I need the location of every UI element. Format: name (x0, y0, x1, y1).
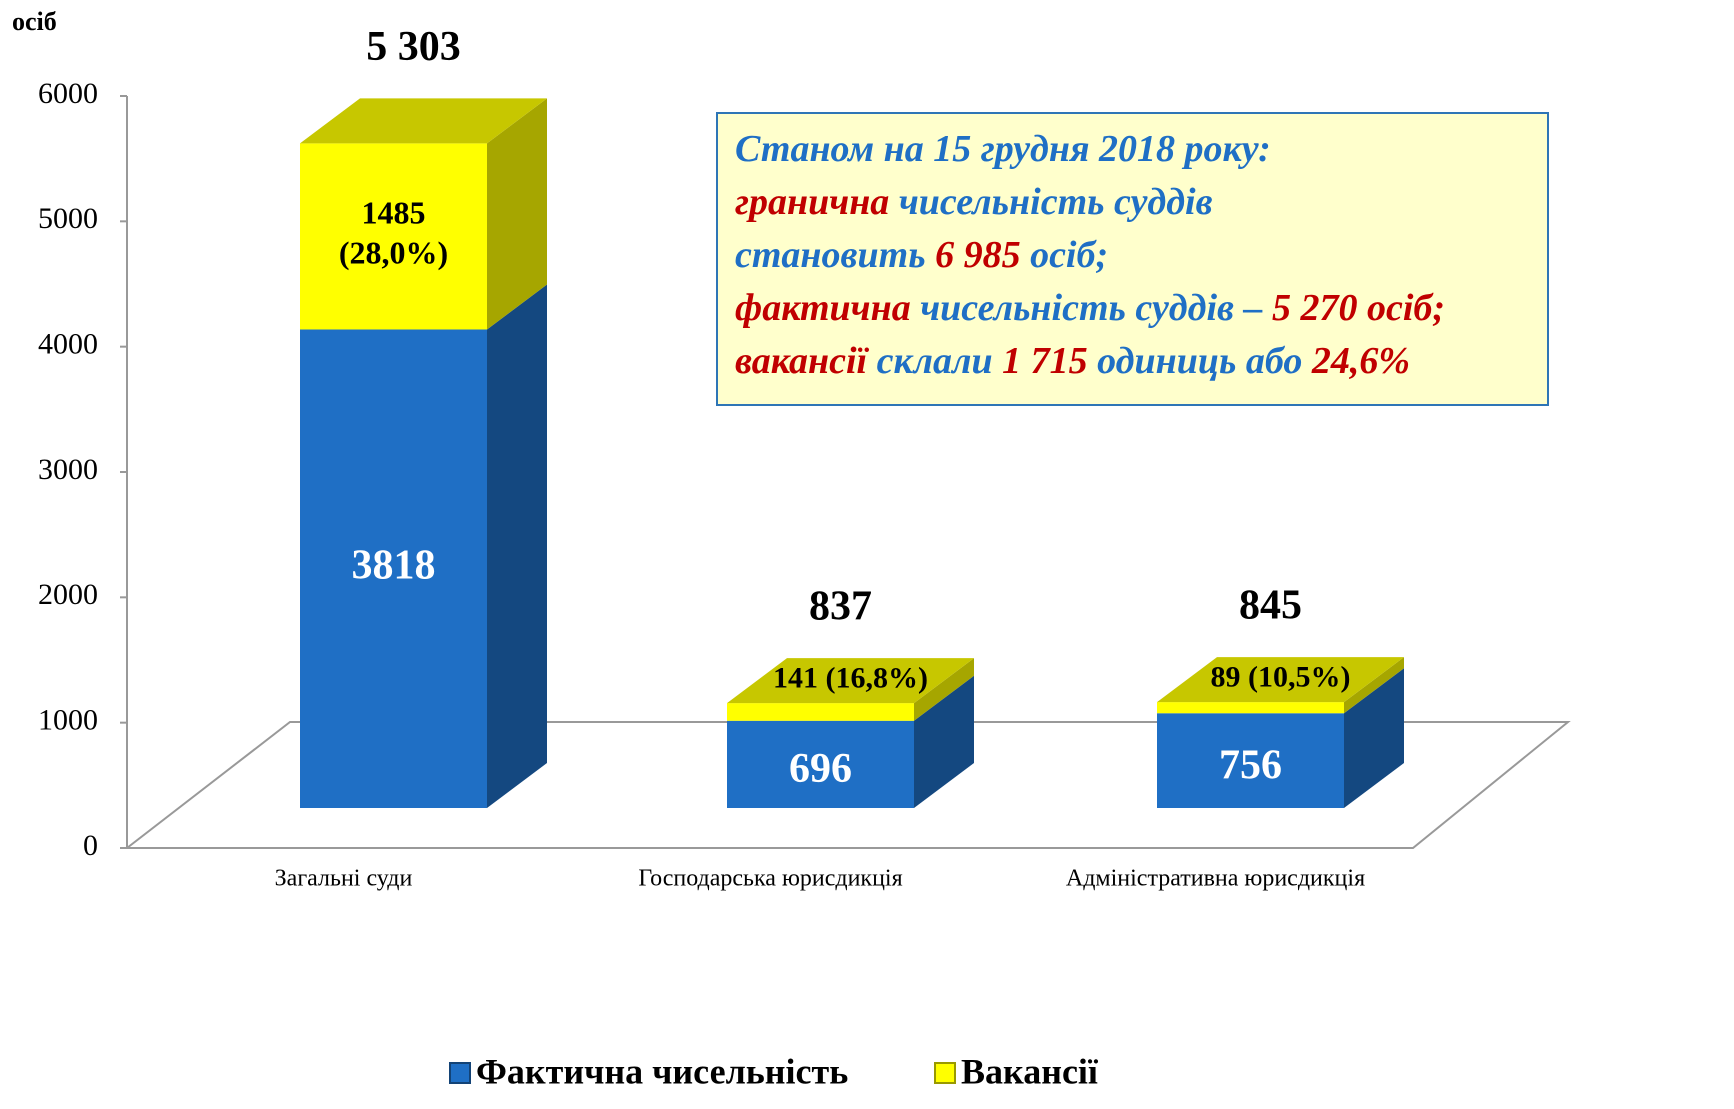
bar-side (914, 658, 974, 721)
bar-side (914, 675, 974, 808)
bar (1157, 702, 1344, 714)
annotation-text: 6 985 (935, 234, 1021, 276)
data-label: 141 (16,8%) (773, 661, 928, 694)
data-label: 756 (1219, 742, 1282, 788)
data-label: 696 (789, 746, 852, 792)
bar-side (487, 98, 547, 330)
y-tick-label: 3000 (38, 453, 98, 486)
total-label: 845 (1239, 583, 1302, 629)
annotation-box (716, 112, 1549, 406)
annotation-text: фактична (735, 287, 911, 329)
y-tick-label: 5000 (38, 202, 98, 235)
y-tick-label: 0 (83, 829, 98, 862)
annotation-text: чисельність суддів – (911, 287, 1272, 329)
legend-swatch (449, 1062, 471, 1084)
annotation-line: становить 6 985 осіб; (735, 234, 1108, 276)
annotation-line: гранична чисельність суддів (735, 181, 1213, 223)
legend-label: Фактична чисельність (476, 1051, 848, 1091)
annotation-line: фактична чисельність суддів – 5 270 осіб… (735, 287, 1445, 329)
annotation-text: склали (867, 340, 1002, 382)
annotation-text: осіб; (1021, 234, 1109, 276)
x-tick-label: Господарська юрисдикція (638, 866, 902, 892)
bar (300, 143, 487, 330)
total-label: 837 (809, 584, 872, 630)
bar (300, 329, 487, 808)
annotation-text: 5 270 осіб; (1272, 287, 1445, 329)
y-axis-label: осіб (12, 7, 57, 36)
bar-top (300, 98, 547, 144)
annotation-text: гранична (735, 181, 889, 223)
x-tick-label: Адміністративна юрисдикція (1066, 866, 1365, 892)
annotation-text: становить (735, 234, 935, 276)
total-label: 5 303 (366, 24, 461, 70)
data-label: 3818 (352, 542, 436, 588)
annotation-text: 1 715 (1002, 340, 1088, 382)
bar-top (727, 658, 974, 704)
y-tick-label: 4000 (38, 328, 98, 361)
annotation-line: Станом на 15 грудня 2018 року: (735, 128, 1271, 170)
annotation-line: вакансії склали 1 715 одиниць або 24,6% (735, 340, 1410, 382)
annotation-text: вакансії (735, 340, 870, 382)
annotation-text: одиниць або (1088, 340, 1312, 382)
bar-side (1344, 668, 1404, 808)
annotation-text: Станом на 15 грудня 2018 року: (735, 128, 1271, 170)
y-tick-label: 2000 (38, 578, 98, 611)
annotation-text: чисельність суддів (889, 181, 1212, 223)
y-tick-label: 1000 (38, 704, 98, 737)
data-label: 1485 (28,0%) (339, 195, 448, 271)
legend-label: Вакансії (961, 1051, 1099, 1091)
x-tick-label: Загальні суди (275, 866, 413, 892)
bar-side (1344, 657, 1404, 714)
bar (727, 720, 914, 808)
bar-side (487, 284, 547, 809)
y-tick-label: 6000 (38, 77, 98, 110)
annotation-text: 24,6% (1311, 340, 1410, 382)
data-label-line: 1485 (362, 195, 426, 231)
bar (727, 703, 914, 721)
data-label: 89 (10,5%) (1211, 660, 1351, 693)
legend-swatch (934, 1062, 956, 1084)
floor (124, 721, 1571, 849)
data-label-line: (28,0%) (339, 235, 448, 271)
bar-top (1157, 657, 1404, 703)
bar (1157, 713, 1344, 808)
